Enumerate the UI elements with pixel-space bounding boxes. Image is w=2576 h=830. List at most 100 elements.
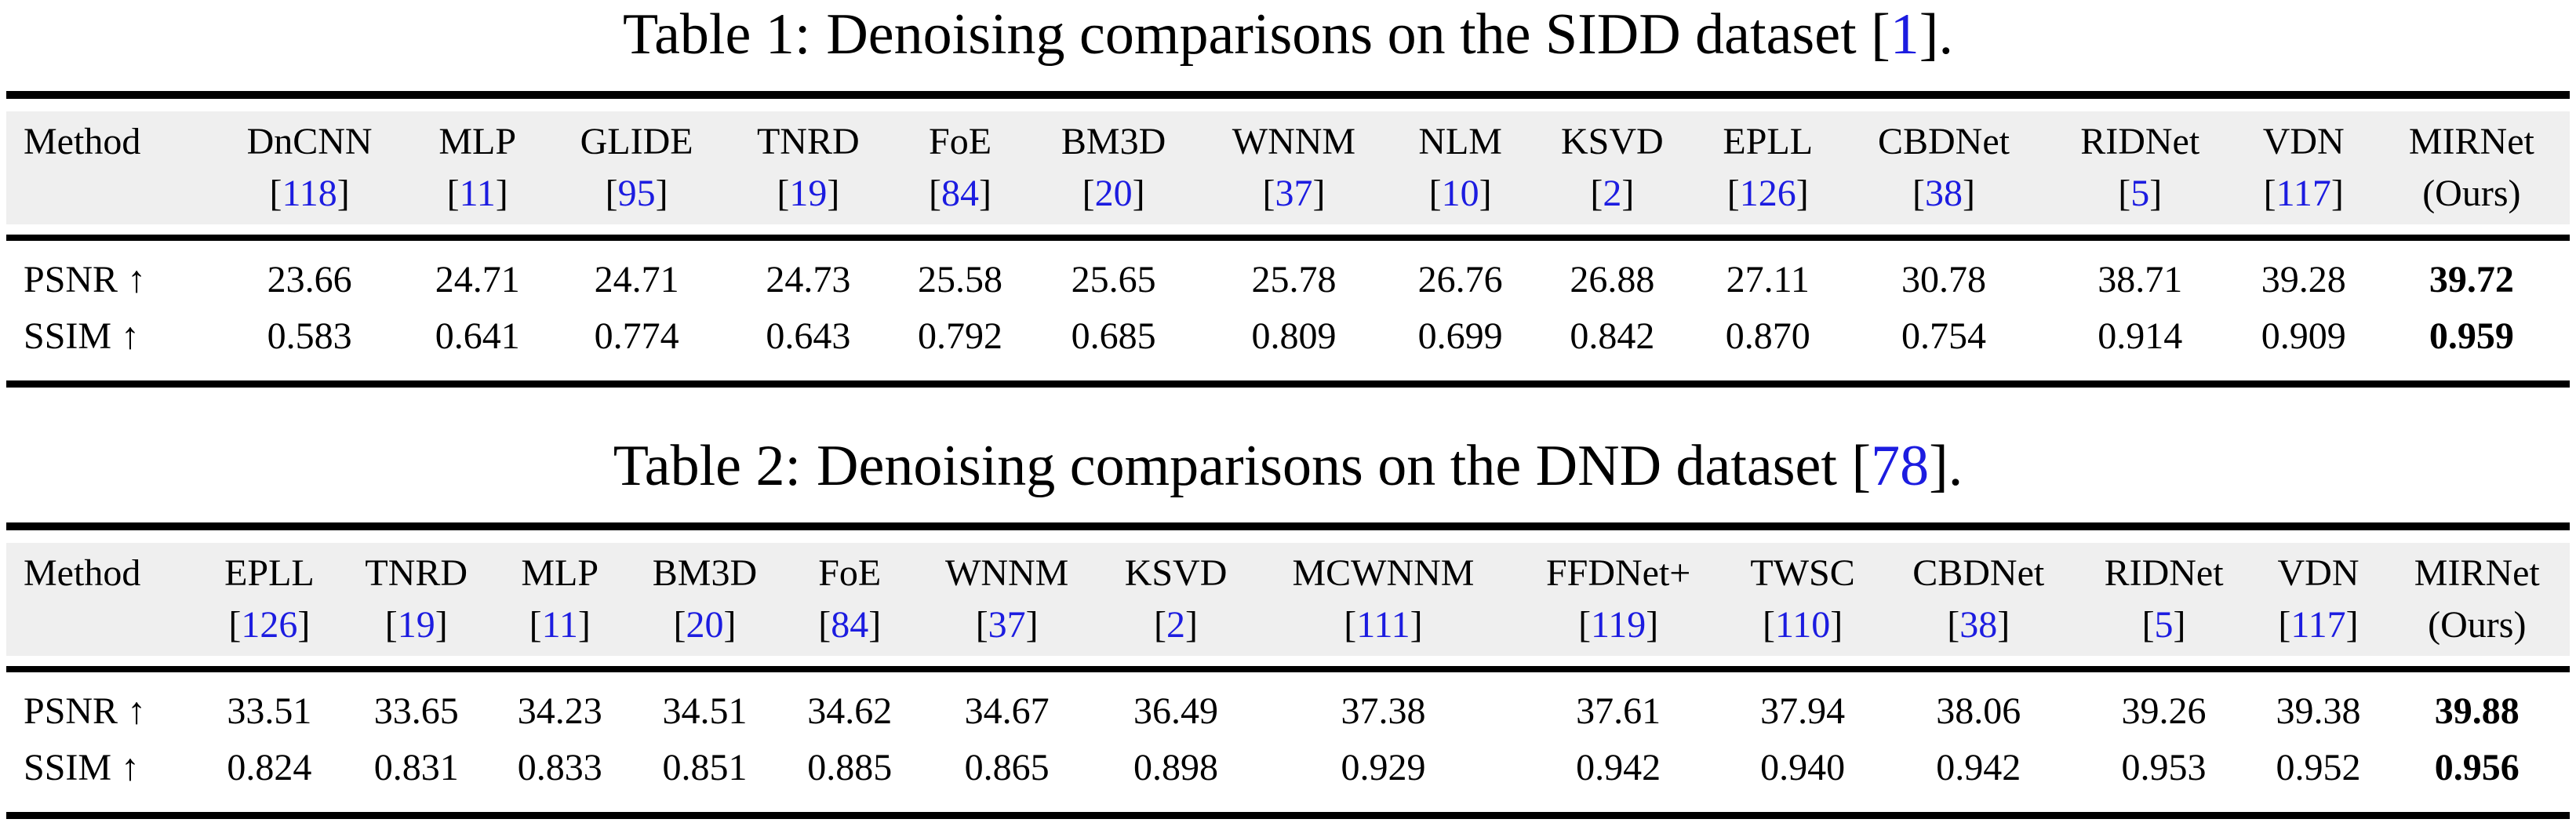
citation-link[interactable]: 5	[2142, 604, 2186, 646]
metric-row-label: PSNR ↑	[24, 690, 147, 732]
citation-link[interactable]: 84	[818, 604, 881, 646]
caption-label: Table 2:	[613, 434, 802, 498]
citation-link[interactable]: 37	[1262, 173, 1325, 214]
citation-cell: 19	[338, 599, 494, 656]
column-header: BM3D	[625, 543, 784, 599]
citation-link[interactable]: 11	[447, 173, 508, 214]
citation-link[interactable]: 117	[2278, 604, 2358, 646]
value-cell: 23.66	[267, 259, 352, 300]
value-cell: 34.67	[964, 690, 1050, 732]
citation-link[interactable]: 11	[529, 604, 591, 646]
citation-link[interactable]: 19	[777, 173, 839, 214]
citation-link[interactable]: 119	[1578, 604, 1658, 646]
citation-link[interactable]: 1	[1871, 2, 1938, 67]
value-cell: 0.914	[2098, 315, 2183, 357]
caption-label: Table 1:	[623, 2, 811, 67]
value-cell: 0.942	[1936, 747, 2021, 788]
value-cell: 33.51	[227, 690, 312, 732]
citation-link[interactable]: 10	[1429, 173, 1492, 214]
citation-cell: 38	[1881, 599, 2076, 656]
method-column-header-blank	[6, 168, 212, 224]
citation-link[interactable]: 78	[1851, 434, 1948, 498]
value-cell: 0.685	[1071, 315, 1156, 357]
citation-cell: 5	[2046, 168, 2234, 224]
value-cell: 0.929	[1341, 747, 1426, 788]
citation-link[interactable]: 95	[606, 173, 668, 214]
method-column-header-blank	[6, 599, 200, 656]
value-cell: 0.940	[1760, 747, 1846, 788]
ours-note: (Ours)	[2422, 173, 2521, 214]
value-cell: 0.643	[766, 315, 851, 357]
value-cell: 0.942	[1576, 747, 1661, 788]
spacer-cell	[6, 365, 2570, 384]
citation-link[interactable]: 126	[1727, 173, 1809, 214]
citation-cell: 2	[1530, 168, 1695, 224]
citation-link[interactable]: 2	[1154, 604, 1198, 646]
column-header: BM3D	[1029, 111, 1198, 168]
metric-row-label: SSIM ↑	[24, 315, 140, 357]
header-cite-row: 118 11 95 19 84 20 37 10 2 126 38 5 117 (Ours)	[6, 168, 2570, 224]
citation-cell: 19	[726, 168, 891, 224]
table-row: PSNR ↑ 33.51 33.65 34.23 34.51 34.62 34.67 36.4…	[6, 669, 2570, 740]
citation-link[interactable]: 111	[1344, 604, 1422, 646]
spacer-cell	[6, 526, 2570, 543]
citation-link[interactable]: 5	[2118, 173, 2162, 214]
value-cell: 39.88	[2434, 690, 2520, 732]
citation-cell: 95	[547, 168, 726, 224]
value-cell: 0.833	[517, 747, 602, 788]
table-body: PSNR ↑ 23.66 24.71 24.71 24.73 25.58 25.65 25.7…	[6, 238, 2570, 384]
table2-caption: Table 2: Denoising comparisons on the DN…	[0, 431, 2576, 501]
citation-link[interactable]: 37	[976, 604, 1039, 646]
table-row: SSIM ↑ 0.583 0.641 0.774 0.643 0.792 0.685 0.80…	[6, 308, 2570, 365]
citation-link[interactable]: 2	[1590, 173, 1634, 214]
column-header: MCWNNM	[1253, 543, 1513, 599]
citation-cell: 117	[2252, 599, 2385, 656]
citation-link[interactable]: 110	[1763, 604, 1843, 646]
column-header: FoE	[890, 111, 1030, 168]
value-cell: 0.699	[1417, 315, 1503, 357]
value-cell: 30.78	[1901, 259, 1986, 300]
citation-cell: 10	[1390, 168, 1530, 224]
midrule-cell	[6, 656, 2570, 672]
value-cell: 27.11	[1726, 259, 1810, 300]
midrule-spacer-row	[6, 656, 2570, 672]
citation-link[interactable]: 38	[1947, 604, 2010, 646]
citation-link[interactable]: 38	[1912, 173, 1975, 214]
sidd-results-table: Method DnCNN MLP GLIDE TNRD FoE BM3D WNNM NLM KSV…	[6, 91, 2570, 388]
citation-link[interactable]: 117	[2264, 173, 2344, 214]
column-header: MLP	[493, 543, 626, 599]
column-header: TNRD	[726, 111, 891, 168]
column-header: FFDNet+	[1512, 543, 1724, 599]
value-cell: 0.870	[1725, 315, 1810, 357]
citation-link[interactable]: 19	[385, 604, 448, 646]
citation-link[interactable]: 118	[270, 173, 350, 214]
citation-cell: 126	[1694, 168, 1842, 224]
value-cell: 0.959	[2429, 315, 2514, 357]
value-cell: 0.909	[2261, 315, 2346, 357]
table1-wrapper: Method DnCNN MLP GLIDE TNRD FoE BM3D WNNM NLM KSV…	[6, 91, 2570, 388]
value-cell: 25.65	[1071, 259, 1156, 300]
column-header: WNNM	[1197, 111, 1391, 168]
citation-cell: 84	[784, 599, 916, 656]
column-header: TWSC	[1723, 543, 1882, 599]
column-header: NLM	[1390, 111, 1530, 168]
column-header: MIRNet	[2373, 111, 2570, 168]
value-cell: 39.28	[2261, 259, 2346, 300]
table-row: PSNR ↑ 23.66 24.71 24.71 24.73 25.58 25.65 25.7…	[6, 238, 2570, 308]
midrule-spacer-row	[6, 224, 2570, 241]
value-cell: 0.754	[1901, 315, 1986, 357]
value-cell: 24.71	[435, 259, 520, 300]
citation-link[interactable]: 20	[1082, 173, 1145, 214]
method-column-header: Method	[6, 543, 200, 599]
citation-link[interactable]: 20	[673, 604, 736, 646]
citation-cell: 111	[1253, 599, 1513, 656]
citation-link[interactable]: 84	[929, 173, 991, 214]
value-cell: 34.62	[807, 690, 893, 732]
spacer-row	[6, 526, 2570, 543]
citation-cell: 20	[1029, 168, 1198, 224]
citation-link[interactable]: 126	[228, 604, 310, 646]
value-cell: 0.952	[2276, 747, 2361, 788]
spacer-row	[6, 95, 2570, 111]
value-cell: 34.51	[662, 690, 748, 732]
